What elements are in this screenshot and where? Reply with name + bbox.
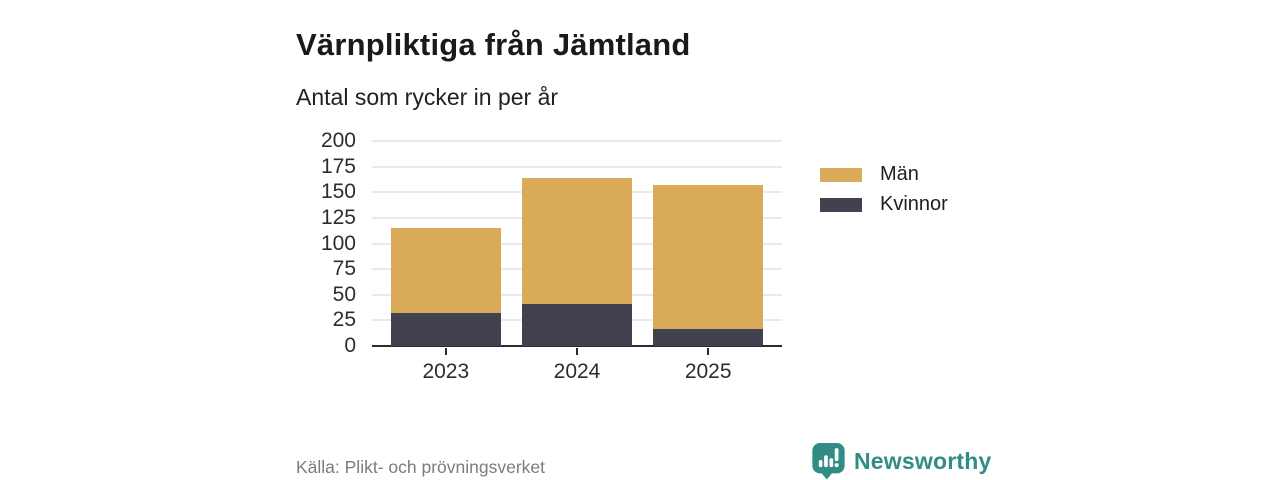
legend-label-kvinnor: Kvinnor xyxy=(880,193,948,215)
x-tick-label-2023: 2023 xyxy=(422,360,470,383)
plot-area: 0 25 50 75 100 125 150 175 200 2023 2024 2025 xyxy=(321,130,782,383)
bar-2023-kvinnor xyxy=(390,313,501,346)
newsworthy-brand: Newsworthy xyxy=(811,442,991,480)
gridline-200 xyxy=(372,140,782,142)
legend-swatch-kvinnor xyxy=(820,197,862,212)
legend-row-kvinnor: Kvinnor xyxy=(820,193,948,215)
bar-2025-män xyxy=(653,185,764,329)
y-tick-label-150: 150 xyxy=(320,180,356,204)
y-tick-label-125: 125 xyxy=(320,205,356,229)
bar-2025-kvinnor xyxy=(653,328,764,346)
chart-subtitle: Antal som rycker in per år xyxy=(296,84,559,110)
x-tick-mark-2024 xyxy=(575,347,579,355)
chart-legend: Män Kvinnor xyxy=(820,163,948,215)
bar-2024-män xyxy=(522,177,632,304)
y-tick-label-50: 50 xyxy=(332,282,356,306)
y-tick-label-175: 175 xyxy=(320,154,356,178)
chart-title: Värnpliktiga från Jämtland xyxy=(296,26,691,62)
y-tick-label-100: 100 xyxy=(320,231,356,255)
newsworthy-logo-icon xyxy=(811,442,846,480)
y-tick-label-25: 25 xyxy=(332,308,356,332)
legend-label-män: Män xyxy=(880,163,919,185)
bar-2023-män xyxy=(390,228,501,314)
source-note: Källa: Plikt- och prövningsverket xyxy=(296,457,545,477)
y-tick-label-200: 200 xyxy=(320,129,356,152)
y-tick-label-0: 0 xyxy=(344,334,356,357)
legend-swatch-män xyxy=(820,167,862,182)
x-tick-mark-2023 xyxy=(444,347,448,355)
legend-row-män: Män xyxy=(820,163,948,185)
bar-2024-kvinnor xyxy=(522,303,632,346)
gridline-175 xyxy=(372,165,782,168)
x-tick-label-2025: 2025 xyxy=(684,360,732,383)
newsworthy-wordmark: Newsworthy xyxy=(854,447,992,474)
x-tick-mark-2025 xyxy=(706,347,710,355)
x-tick-label-2024: 2024 xyxy=(553,360,601,383)
y-tick-label-75: 75 xyxy=(332,257,356,281)
